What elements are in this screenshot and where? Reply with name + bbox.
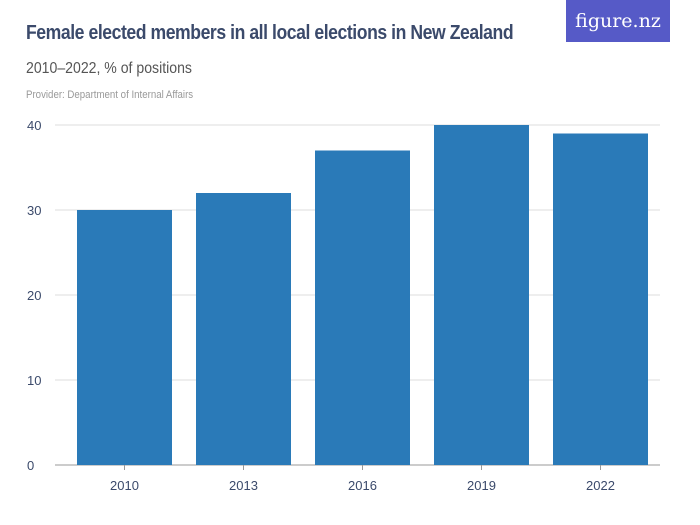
x-tick-label: 2010 [110,478,139,493]
x-tick-label: 2019 [467,478,496,493]
x-tick-label: 2022 [586,478,615,493]
y-tick-label: 10 [27,373,41,388]
provider-note: Provider: Department of Internal Affairs [26,89,194,101]
y-tick-label: 20 [27,288,41,303]
bar-2022 [553,133,648,465]
bar-2019 [434,125,529,465]
x-tick-label: 2016 [348,478,377,493]
bar-2013 [196,193,291,465]
y-tick-label: 0 [27,458,34,473]
y-tick-label: 40 [27,118,41,133]
bar-2010 [77,210,172,465]
chart-title: Female elected members in all local elec… [26,22,514,44]
figure-nz-logo[interactable]: figure.nz [566,0,670,42]
bar-2016 [315,150,410,465]
y-tick-label: 30 [27,203,41,218]
logo-text: figure.nz [575,10,661,32]
chart-subtitle: 2010–2022, % of positions [26,60,192,77]
x-tick-label: 2013 [229,478,258,493]
